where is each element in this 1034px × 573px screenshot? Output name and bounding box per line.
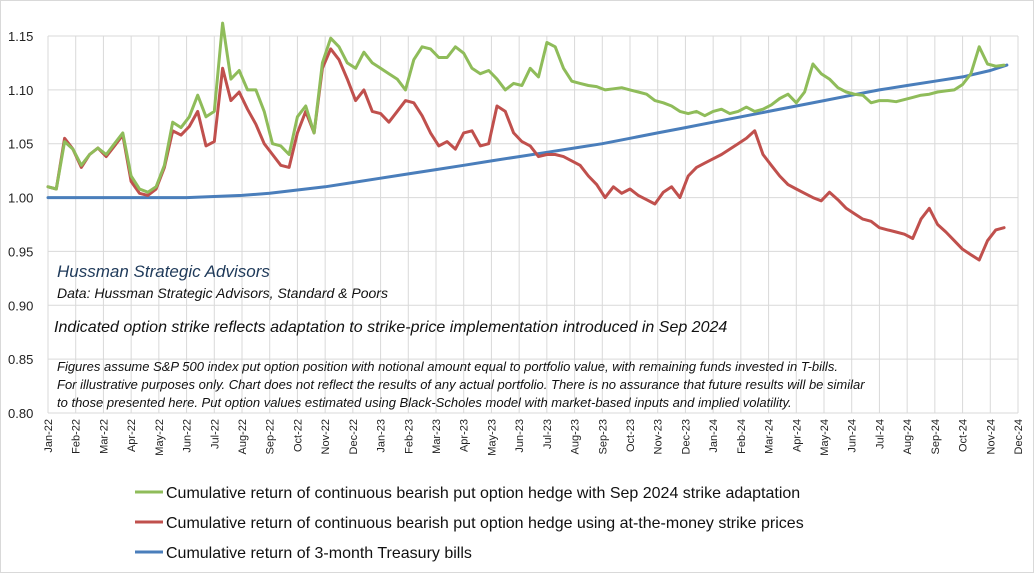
- legend-label-1: Cumulative return of continuous bearish …: [166, 515, 804, 532]
- y-tick-label: 0.95: [8, 244, 33, 259]
- x-tick-label: Oct-22: [292, 419, 304, 452]
- x-tick-label: May-22: [154, 419, 166, 456]
- legend-label-2: Cumulative return of 3-month Treasury bi…: [166, 545, 472, 562]
- gridlines: [47, 35, 1019, 414]
- x-tick-label: Jul-24: [874, 419, 886, 449]
- x-tick-label: Nov-24: [985, 419, 997, 454]
- x-tick-label: Dec-24: [1013, 419, 1025, 454]
- series-line-1: [46, 47, 1006, 262]
- legend: Cumulative return of continuous bearish …: [135, 485, 804, 562]
- x-tick-label: May-23: [486, 419, 498, 456]
- x-tick-label: Mar-24: [764, 419, 776, 454]
- x-tick-label: Dec-22: [348, 419, 360, 454]
- x-tick-label: Feb-24: [736, 419, 748, 454]
- y-tick-label: 1.05: [8, 137, 33, 152]
- disclaimer-line-1: Figures assume S&P 500 index put option …: [57, 359, 838, 374]
- x-tick-label: Jun-24: [847, 419, 859, 453]
- x-tick-label: Jul-22: [209, 419, 221, 449]
- x-tick-label: Sep-23: [597, 419, 609, 454]
- x-tick-label: Apr-23: [459, 419, 471, 452]
- series-lines: [46, 21, 1009, 262]
- x-tick-label: Feb-22: [71, 419, 83, 454]
- x-tick-label: Dec-23: [680, 419, 692, 454]
- x-tick-label: Aug-23: [570, 419, 582, 454]
- x-tick-label: Mar-22: [98, 419, 110, 454]
- disclaimer-line-2: For illustrative purposes only. Chart do…: [57, 377, 865, 392]
- x-tick-label: Jun-23: [514, 419, 526, 453]
- x-tick-label: May-24: [819, 419, 831, 456]
- x-tick-label: Jul-23: [542, 419, 554, 449]
- legend-label-0: Cumulative return of continuous bearish …: [166, 485, 800, 502]
- y-tick-label: 1.10: [8, 83, 33, 98]
- x-tick-label: Apr-24: [791, 419, 803, 452]
- x-tick-label: Apr-22: [126, 419, 138, 452]
- series-line-0: [46, 21, 1006, 194]
- x-tick-label: Nov-22: [320, 419, 332, 454]
- x-tick-label: Jan-23: [376, 419, 388, 453]
- x-tick-label: Aug-22: [237, 419, 249, 454]
- x-tick-label: Mar-23: [431, 419, 443, 454]
- x-tick-label: Nov-23: [653, 419, 665, 454]
- y-tick-label: 0.80: [8, 406, 33, 421]
- x-tick-label: Feb-23: [403, 419, 415, 454]
- y-tick-label: 0.85: [8, 352, 33, 367]
- y-tick-label: 1.15: [8, 29, 33, 44]
- disclaimer-line-3: to those presented here. Put option valu…: [57, 395, 792, 410]
- x-tick-label: Jan-24: [708, 419, 720, 453]
- x-tick-label: Jan-22: [43, 419, 55, 453]
- firm-label: Hussman Strategic Advisors: [57, 262, 270, 281]
- strike-annotation: Indicated option strike reflects adaptat…: [54, 319, 727, 336]
- series-line-2: [46, 63, 1009, 200]
- x-tick-label: Sep-22: [265, 419, 277, 454]
- y-tick-label: 1.00: [8, 191, 33, 206]
- y-axis-ticks: 0.80 0.85 0.90 0.95 1.00 1.05 1.10 1.15: [8, 29, 33, 421]
- x-tick-label: Oct-23: [625, 419, 637, 452]
- x-axis-ticks: Jan-22 Feb-22 Mar-22 Apr-22 May-22 Jun-22 Jul-…: [43, 419, 1025, 456]
- data-source: Data: Hussman Strategic Advisors, Standa…: [57, 285, 388, 301]
- x-tick-label: Jun-22: [182, 419, 194, 453]
- y-tick-label: 0.90: [8, 298, 33, 313]
- x-tick-label: Oct-24: [958, 419, 970, 452]
- x-tick-label: Sep-24: [930, 419, 942, 454]
- x-tick-label: Aug-24: [902, 419, 914, 454]
